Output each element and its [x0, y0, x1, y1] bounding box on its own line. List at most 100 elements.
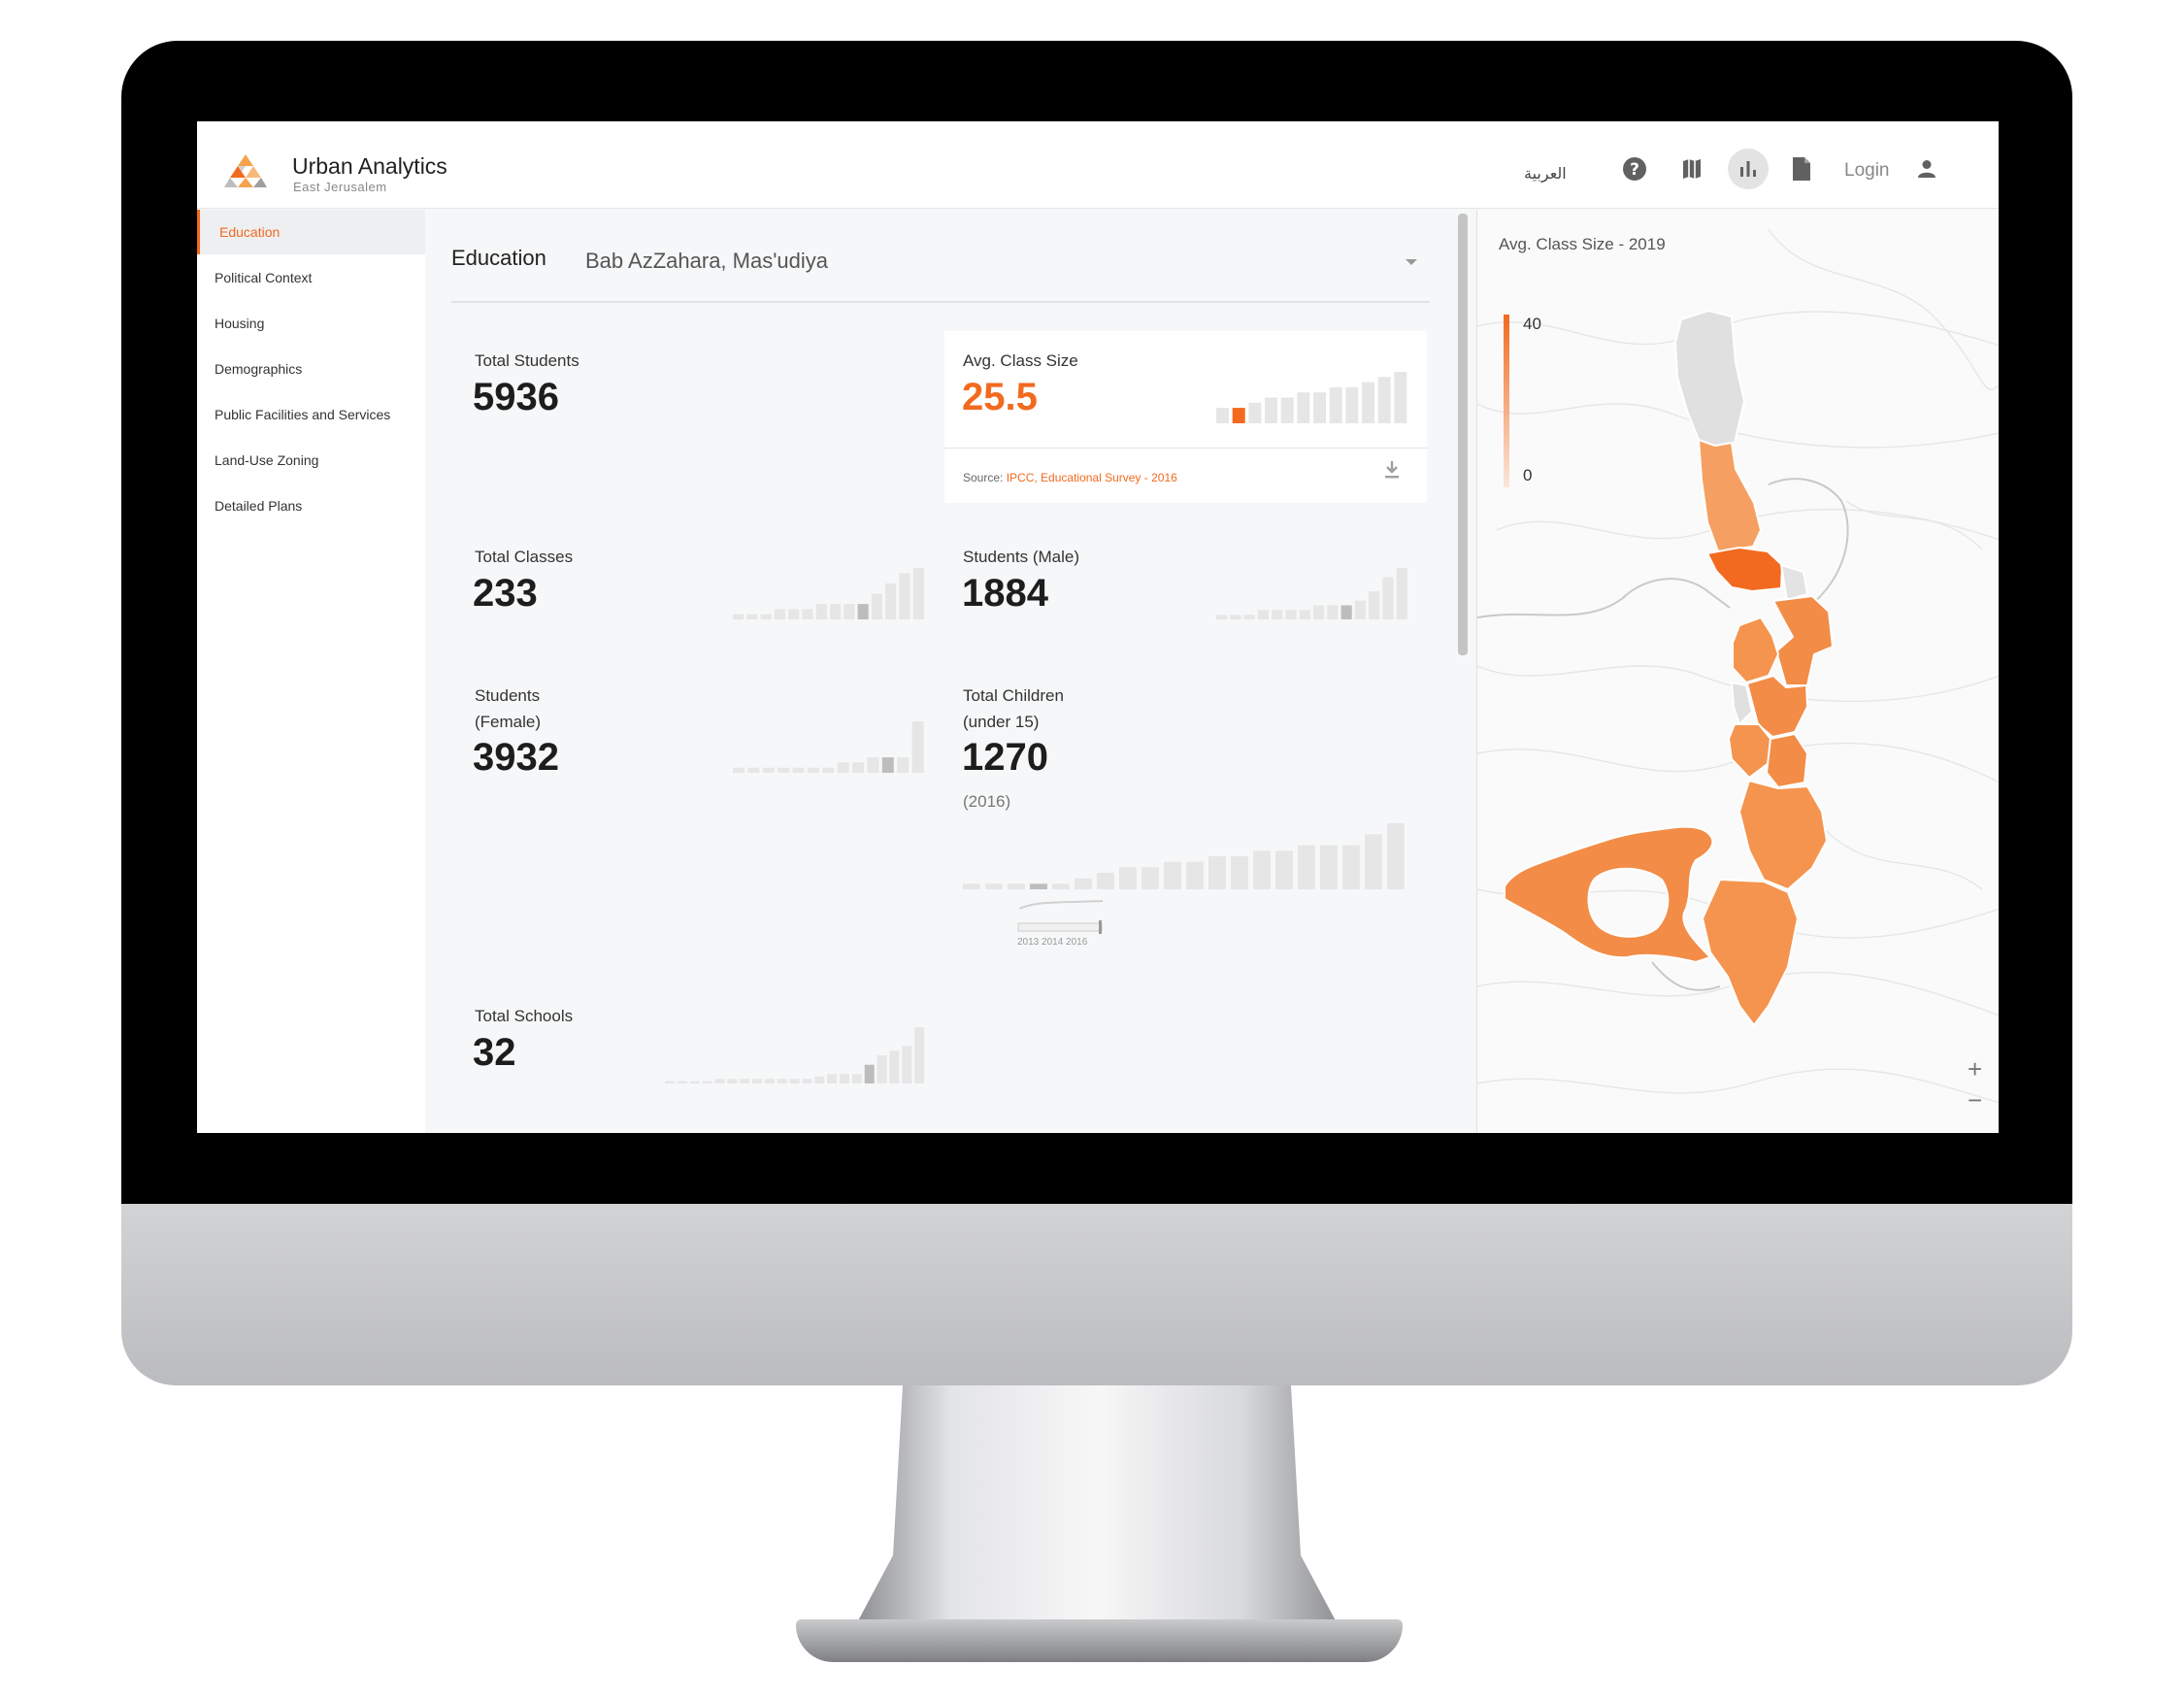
chart-bar[interactable] — [857, 604, 869, 619]
sidebar-item-detailed-plans[interactable]: Detailed Plans — [215, 498, 303, 514]
chart-bar[interactable] — [830, 604, 842, 619]
year-range-slider[interactable] — [1017, 899, 1105, 918]
chart-bar[interactable] — [985, 883, 1003, 889]
chart-bar[interactable] — [1253, 850, 1271, 889]
help-icon[interactable]: ? — [1618, 152, 1651, 185]
chart-bar[interactable] — [877, 1055, 887, 1083]
chart-bar[interactable] — [1186, 861, 1204, 889]
chart-bar[interactable] — [1164, 861, 1181, 889]
chart-bar[interactable] — [1030, 883, 1047, 889]
total-classes-chart[interactable] — [733, 566, 927, 619]
chart-bar[interactable] — [733, 614, 745, 619]
total-children-chart[interactable] — [963, 821, 1409, 889]
chart-bar[interactable] — [1342, 845, 1360, 889]
chart-bar[interactable] — [807, 767, 819, 773]
chart-bar[interactable] — [1052, 883, 1070, 889]
chart-bar[interactable] — [1216, 615, 1228, 619]
chart-bar[interactable] — [844, 604, 855, 619]
chart-bar[interactable] — [762, 767, 775, 773]
chart-bar[interactable] — [1396, 568, 1407, 619]
chart-bar[interactable] — [1075, 878, 1092, 889]
chart-bar[interactable] — [1354, 600, 1366, 619]
chart-bar[interactable] — [1248, 402, 1262, 423]
chart-bar[interactable] — [702, 1081, 712, 1083]
chart-bar[interactable] — [677, 1081, 687, 1083]
chart-bar[interactable] — [827, 1074, 838, 1083]
chart-bar[interactable] — [752, 1079, 762, 1083]
login-link[interactable]: Login — [1844, 160, 1890, 181]
chart-bar[interactable] — [802, 1079, 812, 1083]
chart-bar[interactable] — [1327, 605, 1339, 620]
chart-bar[interactable] — [1119, 867, 1137, 889]
sidebar-item-political-context[interactable]: Political Context — [215, 270, 313, 285]
chart-bar[interactable] — [840, 1074, 849, 1083]
year-brush[interactable] — [1017, 920, 1105, 934]
chart-bar[interactable] — [1243, 615, 1255, 619]
sidebar-item-public-facilities[interactable]: Public Facilities and Services — [215, 407, 391, 422]
chart-bar[interactable] — [1387, 823, 1405, 889]
chart-bar[interactable] — [1365, 834, 1382, 889]
chart-bar[interactable] — [851, 1074, 862, 1083]
area-select[interactable]: Bab AzZahara, Mas'udiya — [585, 249, 829, 273]
chart-bar[interactable] — [1313, 605, 1325, 620]
chart-bar[interactable] — [1216, 408, 1229, 423]
chart-bar[interactable] — [792, 767, 805, 773]
map-panel[interactable]: Avg. Class Size - 2019 40 0 + − — [1476, 210, 1999, 1133]
chart-bar[interactable] — [1275, 850, 1293, 889]
chart-bar[interactable] — [864, 1064, 875, 1083]
chart-bar[interactable] — [1377, 377, 1391, 423]
language-toggle[interactable]: العربية — [1524, 166, 1567, 183]
chart-bar[interactable] — [689, 1081, 700, 1083]
scrollbar[interactable] — [1458, 214, 1468, 655]
chart-bar[interactable] — [714, 1079, 725, 1083]
chart-bar[interactable] — [902, 1046, 912, 1083]
chart-bar[interactable] — [911, 721, 924, 773]
chart-bar[interactable] — [1299, 610, 1310, 619]
chart-bar[interactable] — [889, 1050, 900, 1083]
zoom-out-button[interactable]: − — [1968, 1085, 1983, 1115]
chart-bar[interactable] — [897, 757, 910, 773]
chart-bar[interactable] — [814, 1076, 825, 1083]
chart-bar[interactable] — [867, 757, 879, 773]
chart-bar[interactable] — [1232, 408, 1245, 423]
chart-bar[interactable] — [1230, 615, 1241, 619]
chart-bar[interactable] — [1362, 382, 1374, 423]
chart-bar[interactable] — [1369, 591, 1380, 619]
chart-bar[interactable] — [885, 583, 897, 619]
chart-bar[interactable] — [1008, 883, 1025, 889]
chart-bar[interactable] — [747, 767, 760, 773]
chart-bar[interactable] — [1340, 605, 1352, 620]
chart-bar[interactable] — [815, 604, 827, 619]
chart-bar[interactable] — [1320, 845, 1338, 889]
chart-bar[interactable] — [665, 1081, 675, 1083]
chart-bar[interactable] — [1257, 610, 1269, 619]
chart-bar[interactable] — [1297, 392, 1310, 423]
chart-bar[interactable] — [789, 1079, 800, 1083]
chart-bar[interactable] — [1285, 610, 1297, 619]
zoom-in-button[interactable]: + — [1968, 1054, 1983, 1083]
chart-bar[interactable] — [1382, 577, 1394, 619]
students-male-chart[interactable] — [1216, 566, 1410, 619]
chart-bar[interactable] — [746, 614, 758, 619]
chart-bar[interactable] — [740, 1079, 750, 1083]
chart-bar[interactable] — [1298, 845, 1315, 889]
total-schools-chart[interactable] — [665, 1025, 927, 1083]
chart-bar[interactable] — [914, 1027, 925, 1083]
chart-bar[interactable] — [1265, 397, 1277, 424]
chart-bar[interactable] — [1329, 386, 1342, 423]
chart-bar[interactable] — [1313, 392, 1326, 423]
chart-bar[interactable] — [1345, 386, 1359, 423]
chart-bar[interactable] — [1208, 856, 1226, 889]
chart-bar[interactable] — [774, 609, 785, 619]
chart-bar[interactable] — [963, 883, 980, 889]
sidebar-item-land-use-zoning[interactable]: Land-Use Zoning — [215, 452, 319, 468]
chart-bar[interactable] — [777, 1079, 787, 1083]
sidebar-item-education[interactable]: Education — [197, 210, 425, 254]
chart-bar[interactable] — [764, 1079, 775, 1083]
chart-bar[interactable] — [727, 1079, 738, 1083]
map-icon[interactable] — [1675, 152, 1708, 185]
chart-bar[interactable] — [1394, 372, 1407, 423]
chart-bar[interactable] — [788, 609, 800, 619]
source-link[interactable]: IPCC, Educational Survey - 2016 — [1006, 471, 1177, 484]
chart-bar[interactable] — [1272, 610, 1283, 619]
